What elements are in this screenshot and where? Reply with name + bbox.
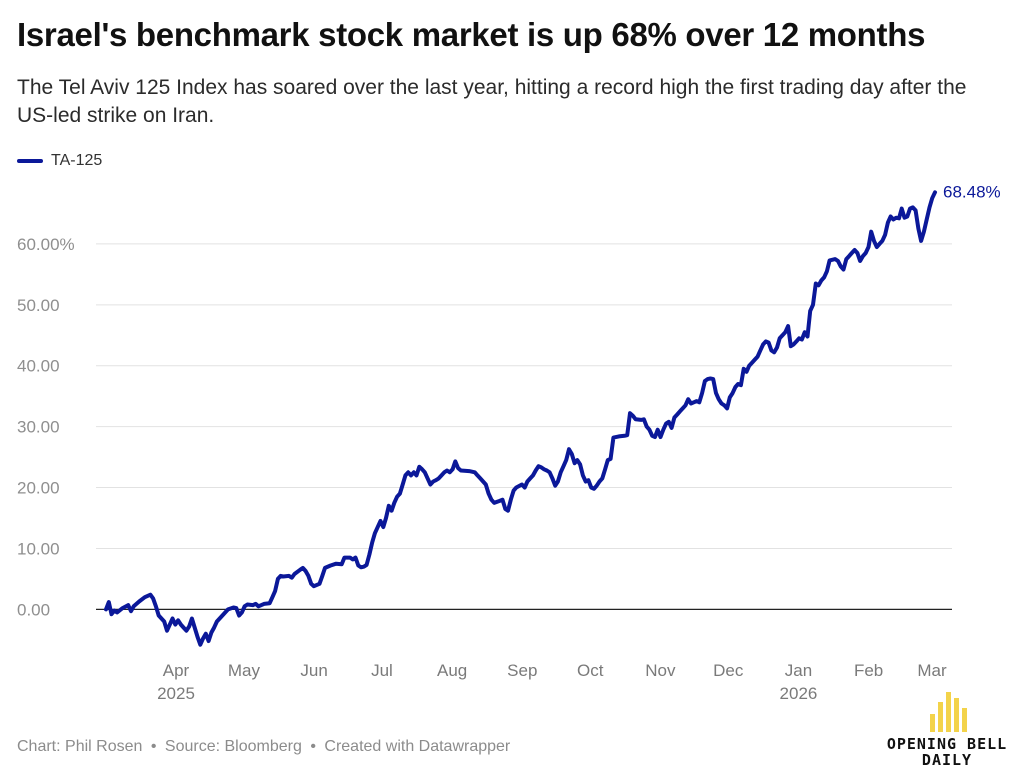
x-tick-label: Apr [163,661,190,680]
x-tick-label: Aug [437,661,467,680]
footer-source: Source: Bloomberg [164,738,302,755]
y-tick-label: 0.00 [17,600,50,619]
x-tick-label: Dec [713,661,744,680]
legend-label: TA-125 [51,152,103,169]
footer-credit: Chart: Phil Rosen [17,738,143,755]
x-tick-label: Oct [577,661,604,680]
x-tick-sublabel: 2026 [780,684,818,703]
chart-title: Israel's benchmark stock market is up 68… [17,16,926,53]
y-tick-label: 40.00 [17,357,60,376]
legend: TA-125 [17,152,102,170]
y-tick-label: 10.00 [17,539,60,558]
x-tick-label: Mar [917,661,947,680]
x-tick-label: Feb [854,661,883,680]
brand-wordmark: OPENING BELL DAILY [880,736,1014,768]
x-tick-sublabel: 2025 [157,684,195,703]
brand-line-2: DAILY [921,751,973,769]
x-tick-label: Nov [645,661,676,680]
brand-logo-icon [930,692,967,732]
x-tick-label: May [228,661,261,680]
footer-tool: Created with Datawrapper [324,738,511,755]
x-tick-label: Jul [371,661,393,680]
chart-subtitle: The Tel Aviv 125 Index has soared over t… [17,76,967,127]
brand-line-1: OPENING BELL [886,735,1008,753]
y-tick-label: 20.00 [17,479,60,498]
footer-separator: • [150,738,157,755]
x-tick-label: Jun [300,661,327,680]
y-tick-label: 60.00% [17,235,75,254]
chart-footer: Chart: Phil Rosen • Source: Bloomberg • … [17,738,510,756]
legend-swatch [17,159,43,163]
y-tick-label: 30.00 [17,418,60,437]
x-tick-label: Jan [785,661,812,680]
end-value-label: 68.48% [943,182,1001,201]
x-tick-label: Sep [507,661,537,680]
footer-separator: • [310,738,316,755]
series-line-ta-125 [104,190,937,647]
y-tick-label: 50.00 [17,296,60,315]
